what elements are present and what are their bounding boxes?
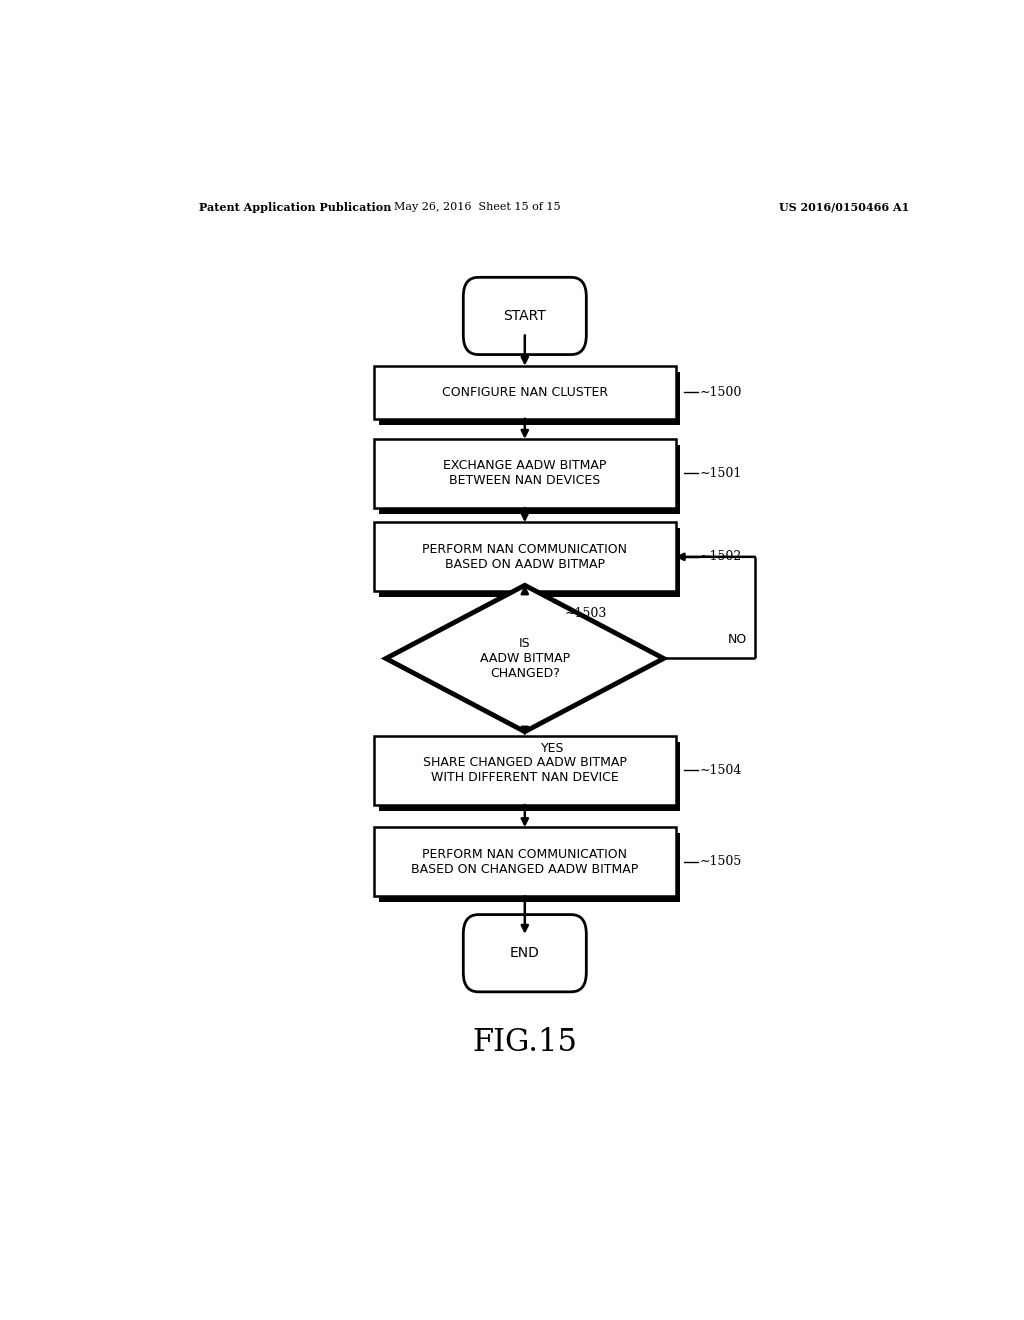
Text: ∼1504: ∼1504 [699, 764, 741, 776]
Text: May 26, 2016  Sheet 15 of 15: May 26, 2016 Sheet 15 of 15 [394, 202, 560, 213]
Bar [379, 833, 680, 903]
Text: SHARE CHANGED AADW BITMAP
WITH DIFFERENT NAN DEVICE: SHARE CHANGED AADW BITMAP WITH DIFFERENT… [423, 756, 627, 784]
Text: ∼1500: ∼1500 [699, 385, 741, 399]
Bar [374, 366, 676, 418]
Bar [379, 445, 680, 515]
Text: END: END [510, 946, 540, 960]
Bar [379, 528, 680, 598]
Text: NO: NO [728, 634, 748, 647]
Polygon shape [386, 585, 664, 731]
Text: FIG.15: FIG.15 [472, 1027, 578, 1059]
Bar [374, 828, 676, 896]
Text: CONFIGURE NAN CLUSTER: CONFIGURE NAN CLUSTER [441, 385, 608, 399]
Text: PERFORM NAN COMMUNICATION
BASED ON AADW BITMAP: PERFORM NAN COMMUNICATION BASED ON AADW … [422, 543, 628, 570]
Text: ∼1501: ∼1501 [699, 467, 741, 480]
Bar [374, 735, 676, 805]
Text: YES: YES [541, 742, 564, 755]
Text: Patent Application Publication: Patent Application Publication [200, 202, 392, 213]
Bar [374, 440, 676, 508]
Text: PERFORM NAN COMMUNICATION
BASED ON CHANGED AADW BITMAP: PERFORM NAN COMMUNICATION BASED ON CHANG… [412, 847, 638, 875]
Text: START: START [504, 309, 546, 323]
Text: ∼1503: ∼1503 [564, 607, 607, 619]
Text: EXCHANGE AADW BITMAP
BETWEEN NAN DEVICES: EXCHANGE AADW BITMAP BETWEEN NAN DEVICES [443, 459, 606, 487]
Bar [379, 742, 680, 810]
FancyBboxPatch shape [463, 915, 587, 991]
Text: IS
AADW BITMAP
CHANGED?: IS AADW BITMAP CHANGED? [479, 638, 570, 680]
FancyBboxPatch shape [463, 277, 587, 355]
Text: ∼1505: ∼1505 [699, 855, 741, 869]
Text: US 2016/0150466 A1: US 2016/0150466 A1 [778, 202, 909, 213]
Bar [379, 372, 680, 425]
Text: ∼1502: ∼1502 [699, 550, 741, 564]
Bar [374, 523, 676, 591]
